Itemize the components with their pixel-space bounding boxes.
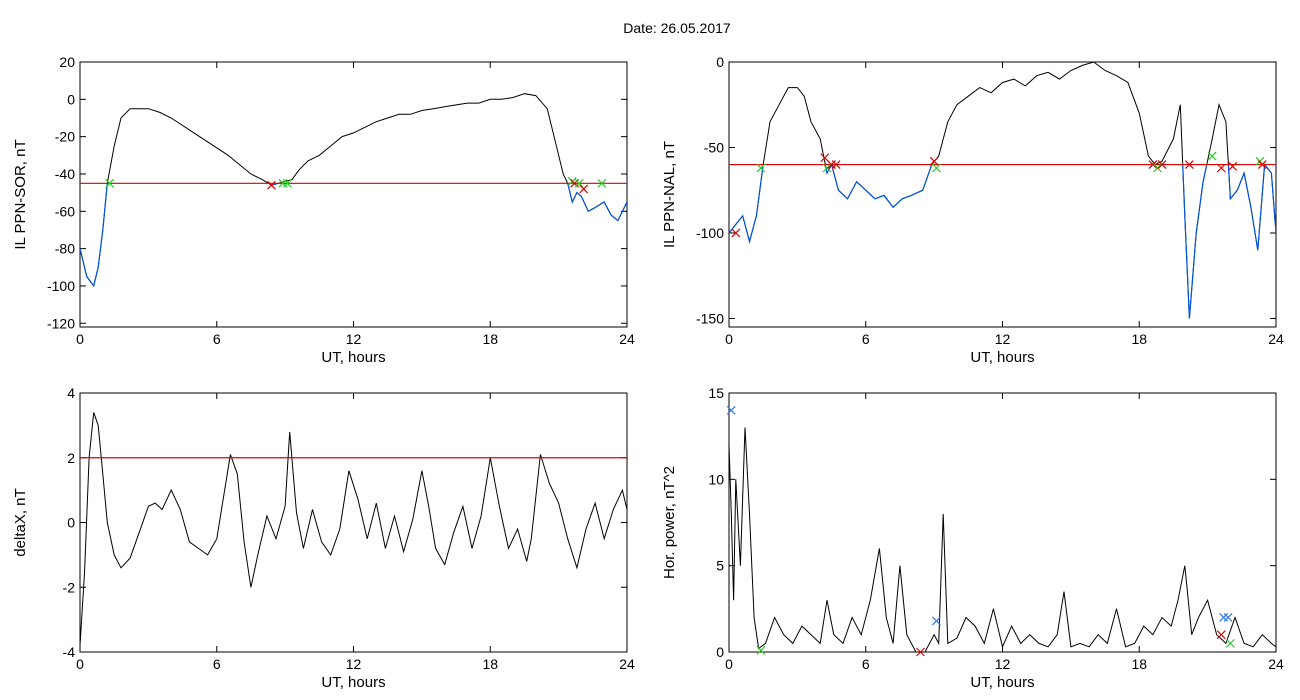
y-tick-label: -4 xyxy=(63,644,76,660)
series-line-below-threshold xyxy=(729,164,1276,319)
plot-frame xyxy=(728,392,1277,653)
event-marker xyxy=(756,645,766,655)
plot-frame xyxy=(79,392,628,653)
x-tick-label: 6 xyxy=(862,331,870,347)
y-axis-label: IL PPN-NAL, nT xyxy=(661,141,678,248)
x-tick-label: 18 xyxy=(1131,331,1147,347)
event-marker xyxy=(1148,160,1158,170)
y-tick-label: -50 xyxy=(704,139,724,155)
y-tick-label: 2 xyxy=(67,450,75,466)
series-line xyxy=(79,93,628,288)
chart-panel-4: 0 6 12 18 24 0 5 10 15 UT, hours Hor. power, nT^2 xyxy=(661,385,1284,691)
event-marker xyxy=(1225,638,1235,648)
series-line xyxy=(728,61,1277,319)
x-tick-label: 18 xyxy=(482,331,498,347)
series-line-below-threshold xyxy=(80,183,627,288)
x-tick-label: 18 xyxy=(1131,656,1147,672)
event-marker xyxy=(931,163,941,173)
event-marker xyxy=(822,163,832,173)
x-tick-label: 0 xyxy=(725,656,733,672)
x-tick-label: 12 xyxy=(995,656,1011,672)
y-tick-label: -100 xyxy=(696,225,724,241)
y-axis-label: Hor. power, nT^2 xyxy=(661,466,678,579)
x-tick-label: 6 xyxy=(213,656,221,672)
x-axis-label: UT, hours xyxy=(321,674,385,691)
x-tick-label: 6 xyxy=(862,656,870,672)
event-marker xyxy=(267,180,276,190)
event-marker xyxy=(1257,160,1267,170)
y-tick-label: 0 xyxy=(716,644,724,660)
chart-panel-2: 0 6 12 18 24 -150 -100 -50 0 UT, hours IL PPN-NAL,… xyxy=(661,54,1284,366)
page-title: Date: 26.05.2017 xyxy=(623,20,731,36)
x-tick-label: 0 xyxy=(76,656,84,672)
y-tick-label: 4 xyxy=(67,385,75,401)
event-marker xyxy=(1157,160,1167,170)
y-tick-label: 0 xyxy=(716,54,724,70)
y-axis-label: IL PPN-SOR, nT xyxy=(12,139,29,249)
event-marker xyxy=(731,228,741,238)
plot-frame xyxy=(728,61,1277,328)
y-tick-label: 20 xyxy=(59,54,75,70)
y-tick-label: -2 xyxy=(63,579,76,595)
x-tick-label: 12 xyxy=(995,331,1011,347)
event-marker xyxy=(1216,630,1226,640)
event-marker xyxy=(726,405,736,415)
event-marker xyxy=(1219,613,1229,622)
y-tick-label: -60 xyxy=(55,203,75,219)
event-marker xyxy=(1216,163,1226,173)
event-marker xyxy=(756,163,766,173)
event-marker xyxy=(820,153,830,163)
event-marker xyxy=(916,647,925,657)
x-tick-label: 0 xyxy=(725,331,733,347)
event-marker xyxy=(574,178,584,188)
y-tick-label: 10 xyxy=(708,471,724,487)
x-tick-label: 24 xyxy=(1268,331,1284,347)
event-marker xyxy=(105,178,115,188)
x-tick-label: 12 xyxy=(346,656,362,672)
event-marker xyxy=(831,160,841,170)
y-tick-label: 0 xyxy=(67,515,75,531)
x-tick-label: 0 xyxy=(76,331,84,347)
y-tick-label: 15 xyxy=(708,385,724,401)
event-marker xyxy=(931,616,941,626)
event-marker xyxy=(1207,151,1217,161)
y-tick-label: 5 xyxy=(716,558,724,574)
series-line xyxy=(728,427,1277,653)
event-marker xyxy=(597,178,607,188)
event-marker xyxy=(1223,613,1233,622)
x-axis-label: UT, hours xyxy=(970,349,1034,366)
event-marker xyxy=(1184,160,1194,170)
x-tick-label: 18 xyxy=(482,656,498,672)
plot-frame xyxy=(79,61,628,328)
event-marker xyxy=(1228,161,1238,171)
x-tick-label: 12 xyxy=(346,331,362,347)
x-tick-label: 24 xyxy=(619,331,635,347)
y-tick-label: -20 xyxy=(55,129,75,145)
y-tick-label: -80 xyxy=(55,241,75,257)
y-axis-label: deltaX, nT xyxy=(12,488,29,556)
x-axis-label: UT, hours xyxy=(321,349,385,366)
y-tick-label: 0 xyxy=(67,91,75,107)
series-line xyxy=(79,412,628,646)
event-marker xyxy=(929,156,939,166)
y-tick-label: -120 xyxy=(47,315,75,331)
y-tick-label: -150 xyxy=(696,310,724,326)
event-marker xyxy=(1153,163,1162,173)
x-axis-label: UT, hours xyxy=(970,674,1034,691)
x-tick-label: 6 xyxy=(213,331,221,347)
chart-panel-1: 0 6 12 18 24 -120 -100 -80 -60 -40 -20 0 20 UT, hours… xyxy=(12,54,635,366)
y-tick-label: -100 xyxy=(47,278,75,294)
event-marker xyxy=(579,184,589,194)
x-tick-label: 24 xyxy=(1268,656,1284,672)
event-marker xyxy=(282,178,292,188)
y-tick-label: -40 xyxy=(55,166,75,182)
x-tick-label: 24 xyxy=(619,656,635,672)
